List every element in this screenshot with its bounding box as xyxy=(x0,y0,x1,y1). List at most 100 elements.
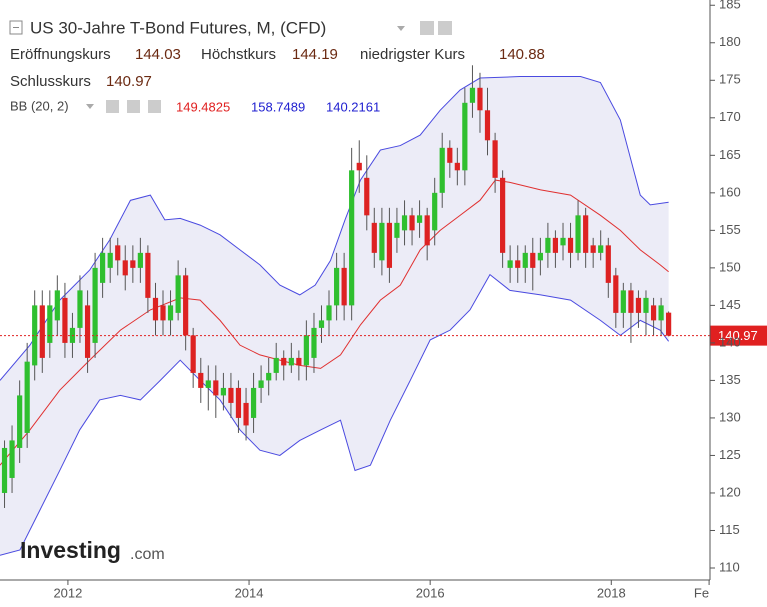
candle-body xyxy=(454,162,460,171)
candle-body xyxy=(190,335,196,373)
indicator-label: BB (20, 2) xyxy=(10,98,69,113)
candle-body xyxy=(447,147,453,163)
low-label: niedrigster Kurs xyxy=(360,46,465,63)
candle-body xyxy=(273,357,279,373)
candle-body xyxy=(560,237,566,246)
x-tick-label: 2014 xyxy=(235,585,264,600)
x-tick-label: 2018 xyxy=(597,585,626,600)
candle-body xyxy=(107,252,113,268)
dropdown-arrow[interactable] xyxy=(86,104,94,109)
high-value: 144.19 xyxy=(292,46,338,63)
candle-body xyxy=(416,215,423,223)
bb-lower-value: 140.2161 xyxy=(326,99,380,114)
candle-body xyxy=(394,222,400,238)
candle-body xyxy=(228,387,234,403)
bb-upper-value: 158.7489 xyxy=(251,99,305,114)
candle-body xyxy=(613,275,619,313)
candle-body xyxy=(522,252,528,268)
candle-body xyxy=(341,267,347,306)
candle-body xyxy=(552,237,559,253)
y-tick-label: 120 xyxy=(719,484,741,499)
candle-body xyxy=(175,275,181,313)
candle-body xyxy=(326,305,332,321)
candle-body xyxy=(250,387,257,418)
candle-body xyxy=(258,380,264,388)
candle-body xyxy=(356,162,362,171)
candle-body xyxy=(371,222,377,253)
candle-body xyxy=(386,222,393,268)
y-tick-label: 140 xyxy=(719,334,741,349)
settings-icon[interactable] xyxy=(420,21,434,35)
y-tick-label: 175 xyxy=(719,72,741,87)
close-label: Schlusskurs xyxy=(10,73,91,90)
candle-body xyxy=(281,357,287,366)
y-tick-label: 180 xyxy=(719,34,741,49)
candle-body xyxy=(349,170,355,306)
candle-body xyxy=(115,245,121,261)
candle-body xyxy=(243,402,249,426)
candle-body xyxy=(620,290,626,313)
y-tick-label: 185 xyxy=(719,0,741,12)
candle-body xyxy=(84,305,91,358)
candle-body xyxy=(590,245,596,253)
candle-body xyxy=(575,215,581,253)
candle-body xyxy=(32,305,38,366)
close-value: 140.97 xyxy=(106,73,152,90)
candle-body xyxy=(77,290,83,328)
candle-body xyxy=(469,87,476,103)
watermark-brand: Investing xyxy=(20,537,121,563)
y-tick-label: 145 xyxy=(719,297,741,312)
candle-body xyxy=(507,260,513,268)
candle-body xyxy=(9,440,15,478)
candle-body xyxy=(439,147,445,193)
x-tick-label: 2016 xyxy=(416,585,445,600)
candle-body xyxy=(235,387,242,418)
candle-body xyxy=(379,222,385,261)
band-line xyxy=(0,179,669,466)
candle-body xyxy=(635,297,642,313)
candle-body xyxy=(122,260,128,276)
candle-body xyxy=(303,335,309,366)
candle-body xyxy=(334,267,340,306)
candle-body xyxy=(266,372,272,381)
band-fill xyxy=(0,76,669,556)
bb-middle-value: 149.4825 xyxy=(176,99,230,114)
candle-body xyxy=(500,177,506,253)
candle-body xyxy=(605,245,611,283)
candle-body xyxy=(130,260,136,268)
candle-body xyxy=(530,252,536,268)
dropdown-arrow[interactable] xyxy=(397,26,405,31)
candle-body xyxy=(205,380,211,388)
candle-body xyxy=(515,260,521,268)
collapse-icon[interactable] xyxy=(9,20,23,35)
chart-title: US 30-Jahre T-Bond Futures, M, (CFD) xyxy=(30,18,326,37)
candle-body xyxy=(296,357,302,366)
indicator-icon[interactable] xyxy=(106,100,119,113)
candle-body xyxy=(545,237,551,253)
candle-body xyxy=(1,447,8,493)
x-tick-label: 2012 xyxy=(53,585,82,600)
candle-body xyxy=(658,305,664,321)
y-tick-label: 135 xyxy=(719,372,741,387)
open-label: Eröffnungskurs xyxy=(10,46,111,63)
candle-body xyxy=(492,140,498,178)
candle-body xyxy=(145,252,151,298)
indicator-icon[interactable] xyxy=(148,100,161,113)
candle-body xyxy=(364,177,370,216)
band-line xyxy=(0,76,669,381)
candle-body xyxy=(47,305,53,343)
candle-body xyxy=(583,215,589,253)
candle-body xyxy=(198,372,204,388)
candle-body xyxy=(401,215,408,231)
candle-body xyxy=(311,327,317,358)
settings-icon[interactable] xyxy=(438,21,452,35)
candle-body xyxy=(213,380,219,396)
y-tick-label: 115 xyxy=(719,522,740,537)
y-tick-label: 130 xyxy=(719,409,741,424)
indicator-icon[interactable] xyxy=(127,100,140,113)
candle-body xyxy=(462,102,468,171)
last-price-label: 140.97 xyxy=(718,328,758,343)
candle-body xyxy=(54,290,60,321)
band-line xyxy=(0,273,670,556)
